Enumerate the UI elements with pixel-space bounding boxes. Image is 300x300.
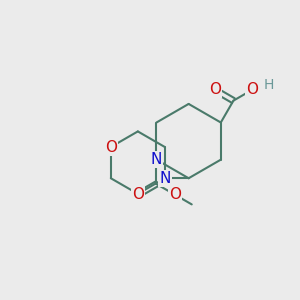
Text: O: O [169,187,181,202]
Text: H: H [263,79,274,92]
Text: O: O [209,82,221,98]
Text: O: O [246,82,258,98]
Text: O: O [132,187,144,202]
Text: O: O [105,140,117,154]
Text: N: N [159,171,170,186]
Text: N: N [151,152,162,167]
